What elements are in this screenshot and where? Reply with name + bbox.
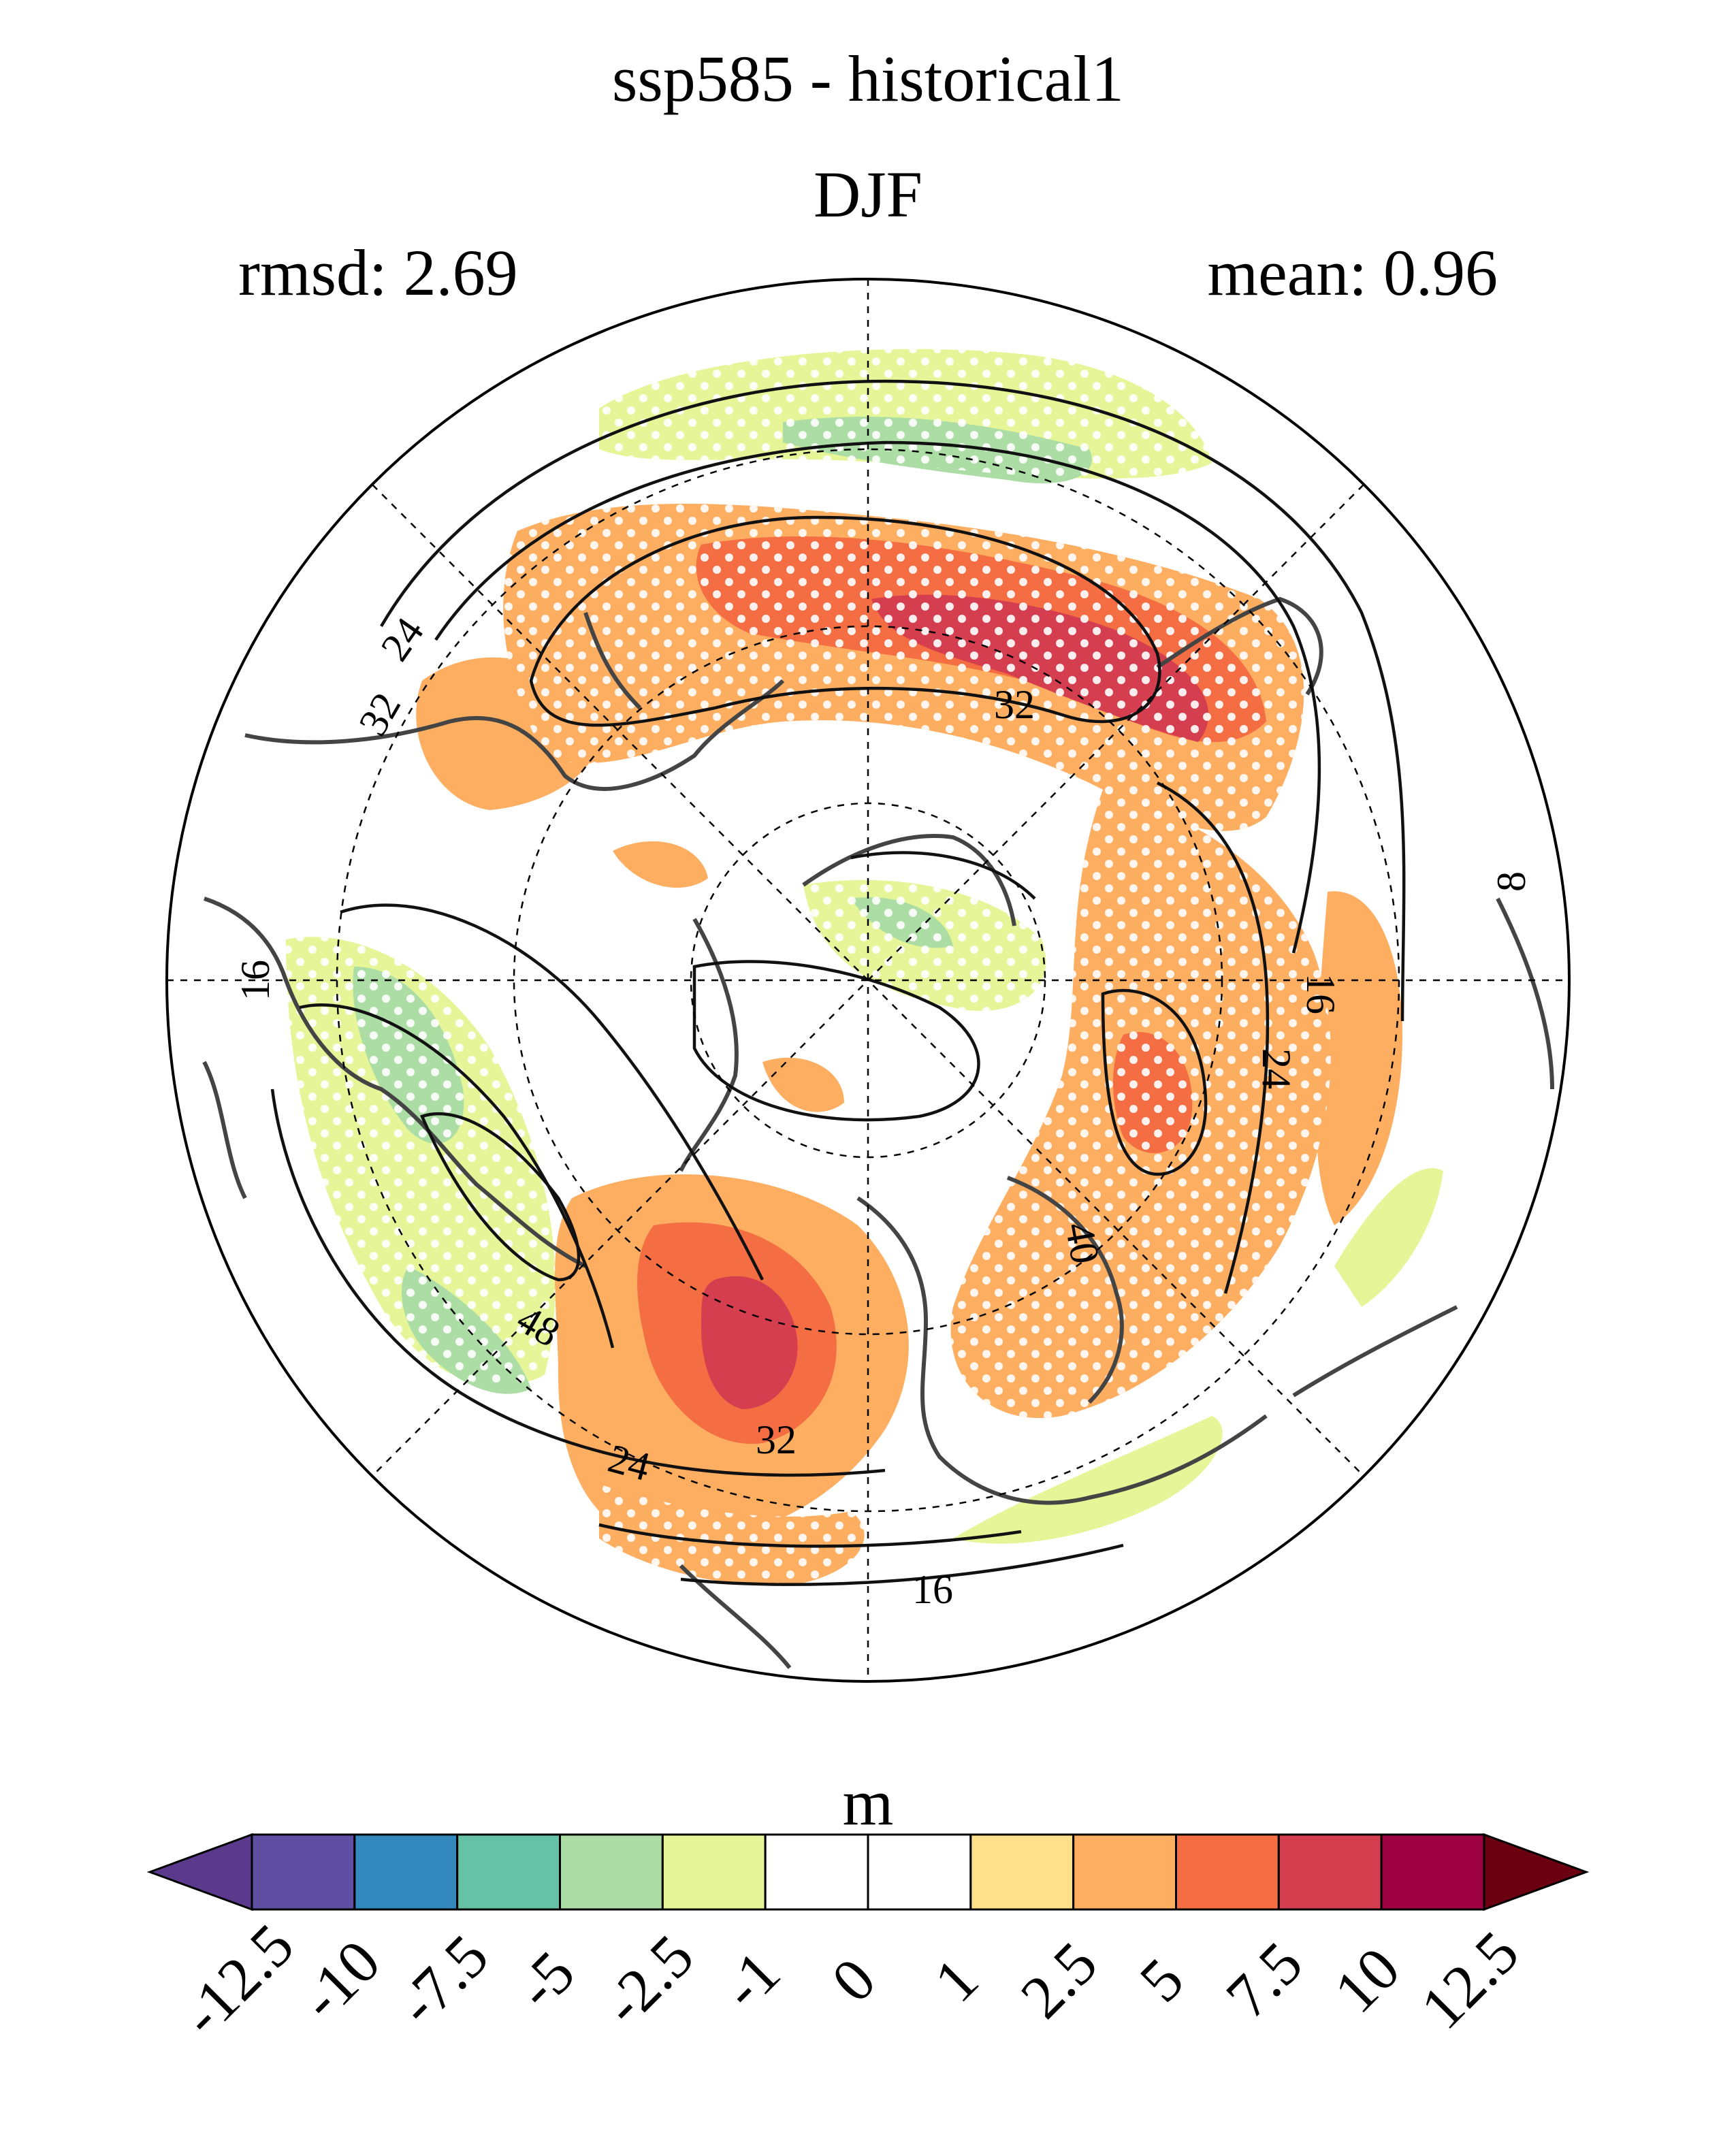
colorbar-box [1072, 1833, 1177, 1911]
yellow-far-east [1315, 891, 1402, 1225]
mean-label: mean: 0.96 [1207, 236, 1498, 309]
colorbar-box [661, 1833, 767, 1911]
coastline-layer [202, 596, 1554, 1669]
colorbar-tick-label: 0 [819, 1946, 888, 2015]
colorbar-box [867, 1833, 972, 1911]
colorbar-tick-label: 5 [1127, 1946, 1197, 2015]
contour-label: 32 [756, 1417, 797, 1462]
orange-greenland-blob [613, 841, 708, 888]
rmsd-label: rmsd: 2.69 [238, 236, 518, 309]
contour-label: 16 [912, 1567, 953, 1612]
colorbar-tick-label: -12.5 [169, 1911, 307, 2050]
contour-label: 24 [372, 609, 432, 668]
colorbar-tick-label: 7.5 [1214, 1929, 1316, 2031]
stippling-layer [286, 349, 1331, 1586]
colorbar-overflow-triangle [1483, 1833, 1590, 1911]
colorbar-box [764, 1833, 869, 1911]
colorbar-box [559, 1833, 664, 1911]
colorbar-box [456, 1833, 562, 1911]
map-boundary [165, 278, 1571, 1683]
title-line-1: ssp585 - historical1 [612, 42, 1124, 115]
colorbar-box [969, 1833, 1075, 1911]
graticule [167, 279, 1569, 1681]
colorbar-box [1175, 1833, 1280, 1911]
colorbar-tick-label: 2.5 [1008, 1929, 1110, 2031]
colorbar-tick-label: 12.5 [1408, 1918, 1531, 2042]
contour-label: 16 [1298, 973, 1343, 1014]
colorbar-box [251, 1833, 356, 1911]
contour-label: 16 [233, 960, 278, 1001]
colorbar-box [353, 1833, 459, 1911]
colorbar-box [1277, 1833, 1383, 1911]
yellow-green-southeast [953, 1416, 1223, 1544]
colorbar-tick-label: -7.5 [385, 1922, 501, 2039]
crimson-north-atlantic [701, 1276, 798, 1409]
contour-label: 8 [1489, 871, 1534, 892]
yellow-green-east-edge [1334, 1168, 1443, 1307]
contour-label: 32 [994, 682, 1035, 727]
title-line-2: DJF [813, 158, 923, 231]
colorbar-tick-label: 10 [1321, 1935, 1413, 2026]
colorbar-box [1380, 1833, 1485, 1911]
colorbar-units: m [843, 1766, 894, 1839]
colorbar-tick-label: -10 [288, 1928, 393, 2033]
orange-arctic-blob [762, 1057, 844, 1112]
contour-label: 40 [1057, 1219, 1108, 1268]
colorbar-boxes [251, 1833, 1485, 1911]
colorbar-tick-label: -1 [709, 1939, 793, 2022]
colorbar-tick-label: -2.5 [590, 1922, 707, 2039]
colorbar-underflow-triangle [146, 1833, 253, 1911]
colorbar-tick-label: -5 [504, 1939, 588, 2022]
contour-label: 24 [1254, 1048, 1299, 1089]
colorbar-tick-label: 1 [922, 1946, 991, 2015]
